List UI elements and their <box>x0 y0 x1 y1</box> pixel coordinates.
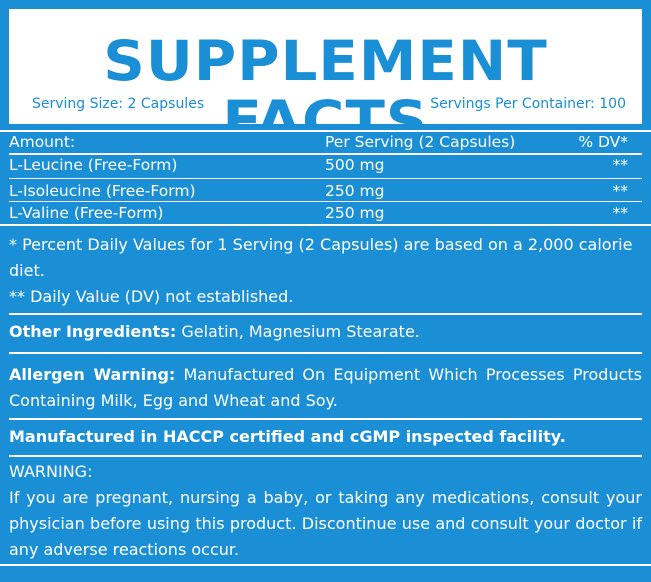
header-amount: Amount: <box>9 133 76 151</box>
allergen-warning: Allergen Warning: Manufactured On Equipm… <box>9 362 642 414</box>
ingredient-name: L-Valine (Free-Form) <box>9 204 164 222</box>
ingredient-amount: 500 mg <box>325 156 385 174</box>
ingredient-dv: ** <box>612 182 629 200</box>
allergen-label: Allergen Warning: <box>9 365 176 384</box>
divider <box>9 418 642 420</box>
allergen-text: Manufactured On Equipment Which Processe… <box>9 365 642 410</box>
divider <box>9 313 642 315</box>
divider <box>9 455 642 457</box>
serving-size: Serving Size: 2 Capsules <box>32 96 205 112</box>
ingredient-amount: 250 mg <box>325 182 385 200</box>
divider <box>0 224 651 226</box>
warning-text: If you are pregnant, nursing a baby, or … <box>9 488 642 559</box>
servings-per-container: Servings Per Container: 100 <box>430 96 626 112</box>
ingredient-name: L-Isoleucine (Free-Form) <box>9 182 196 200</box>
footnote-not-established: ** Daily Value (DV) not established. <box>9 287 294 306</box>
ingredient-dv: ** <box>612 156 629 174</box>
ingredient-name: L-Leucine (Free-Form) <box>9 156 178 174</box>
divider <box>9 352 642 354</box>
header-panel: SUPPLEMENT FACTS Serving Size: 2 Capsule… <box>9 9 642 151</box>
divider <box>9 201 642 202</box>
divider <box>9 153 642 155</box>
footnote-daily-values: * Percent Daily Values for 1 Serving (2 … <box>9 235 633 280</box>
header-dv: % DV* <box>578 133 628 151</box>
header-per-serving: Per Serving (2 Capsules) <box>325 133 516 151</box>
label-title: SUPPLEMENT FACTS <box>103 29 548 153</box>
divider <box>0 130 651 132</box>
other-ingredients: Other Ingredients: Gelatin, Magnesium St… <box>9 319 642 345</box>
divider <box>0 564 651 566</box>
manufactured-statement: Manufactured in HACCP certified and cGMP… <box>9 427 566 446</box>
warning-title: WARNING: <box>9 462 93 481</box>
ingredient-amount: 250 mg <box>325 204 385 222</box>
divider <box>9 178 642 179</box>
other-ingredients-label: Other Ingredients: <box>9 322 177 341</box>
other-ingredients-text: Gelatin, Magnesium Stearate. <box>176 322 420 341</box>
ingredient-dv: ** <box>612 204 629 222</box>
